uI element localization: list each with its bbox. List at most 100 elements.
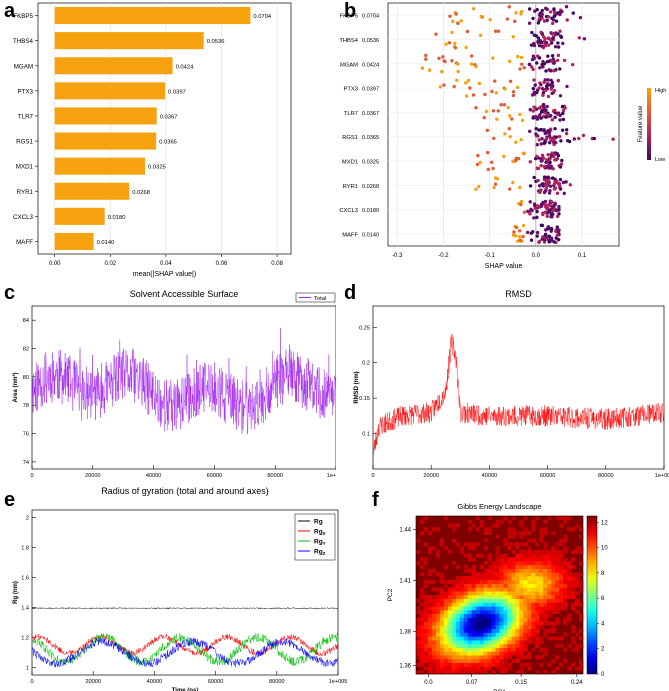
heatmap-cell [427,621,433,626]
heatmap-cell [435,617,441,622]
heatmap-cell [419,658,425,664]
heatmap-cell [475,602,480,607]
heatmap-cell [451,628,457,633]
heatmap-cell [571,636,576,641]
heatmap-cell [503,598,508,603]
x-tick-label: 60000 [540,473,556,479]
heatmap-cell [531,617,536,622]
heatmap-cell [563,549,568,554]
shap-point [541,156,546,160]
heatmap-cell [539,527,544,532]
legend-label: Total [314,296,326,302]
heatmap-cell [447,670,453,675]
heatmap-cell [459,549,465,554]
heatmap-cell [439,670,445,675]
heatmap-cell [507,628,512,633]
heatmap-cell [491,561,496,566]
heatmap-cell [519,531,524,536]
shap-point [539,156,543,161]
heatmap-cell [567,516,572,521]
heatmap-cell [459,595,465,600]
heatmap-cell [427,617,433,622]
heatmap-cell [495,621,500,626]
x-tick-label: 80000 [269,679,285,685]
shap-point [511,90,516,94]
heatmap-cell [527,591,532,596]
heatmap-cell [523,610,528,615]
heatmap-cell [435,662,441,667]
shap-point [560,9,564,14]
category-label: PTX3 [344,87,359,93]
heatmap-cell [571,640,576,645]
heatmap-cell [419,647,425,652]
shap-point [447,41,452,45]
shap-point [564,180,568,184]
shap-point [531,56,536,61]
heatmap-cell [471,576,476,581]
heatmap-cell [507,662,512,667]
heatmap-cell [431,636,437,641]
heatmap-cell [551,606,556,611]
shap-point [533,83,537,87]
shap-point [561,117,566,122]
bar [54,57,173,75]
heatmap-cell [507,534,512,539]
heatmap-cell [483,621,488,626]
heatmap-cell [555,643,560,648]
heatmap-cell [523,643,528,648]
heatmap-cell [431,651,437,656]
heatmap-cell [455,617,461,622]
heatmap-cell [447,595,453,600]
shap-point [474,64,478,69]
heatmap-cell [463,647,468,652]
heatmap-cell [551,658,556,664]
category-label: RGS1 [16,139,33,146]
heatmap-cell [503,651,508,656]
heatmap-cell [507,666,512,671]
heatmap-cell [527,602,532,607]
shap-point [507,187,512,191]
heatmap-cell [527,561,532,566]
heatmap-cell [523,553,528,558]
shap-point [427,68,432,72]
heatmap-cell [519,617,524,622]
heatmap-cell [483,583,488,588]
heatmap-cell [451,561,457,566]
heatmap-cell [479,647,484,652]
x-tick-label: 40000 [482,473,498,479]
shap-point [556,32,560,36]
heatmap-cell [463,595,468,600]
heatmap-cell [443,647,449,652]
x-axis-label: Time (ps) [172,688,199,691]
shap-point [540,137,544,141]
heatmap-cell [523,621,528,626]
heatmap-cell [435,655,441,660]
heatmap-cell [487,647,492,652]
heatmap-cell [499,557,504,562]
shap-point [538,113,542,117]
colorbar-tick-label: 12 [601,520,608,526]
shap-point [493,79,497,83]
heatmap-cell [419,640,425,645]
heatmap-cell [463,564,468,569]
heatmap-cell [519,564,524,569]
shap-point [546,54,550,58]
heatmap-cell [459,625,465,630]
heatmap-cell [483,576,488,581]
heatmap-cell [431,598,437,603]
heatmap-cell [423,579,429,585]
heatmap-cell [519,655,524,660]
shap-point [488,17,492,22]
y-tick-label: 0.15 [359,396,370,402]
shap-point [553,108,557,113]
colorbar-tick-label: 2 [601,647,605,653]
shap-point [540,86,545,91]
heatmap-cell [559,516,564,521]
heatmap-cell [483,613,488,618]
heatmap-cell [443,670,449,675]
heatmap-cell [423,606,429,611]
chart-c-sasa: 0200004000060000800001e+005747678808284T… [12,289,336,479]
panel-label-c: c [4,282,16,304]
heatmap-cell [435,606,441,611]
shap-point [559,35,564,39]
